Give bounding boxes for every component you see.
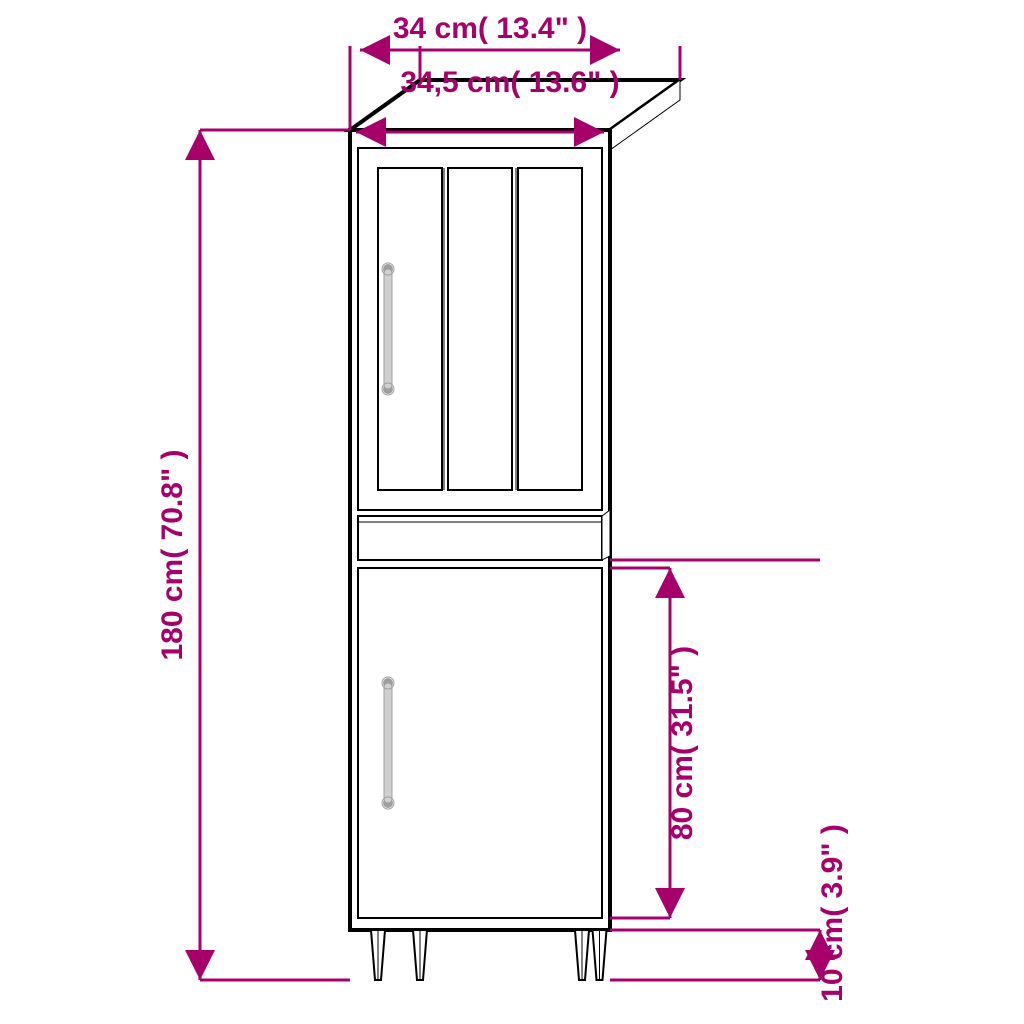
- dim-leg-label: 10 cm( 3.9" ): [816, 824, 849, 1002]
- dim-height-label: 180 cm( 70.8" ): [156, 449, 189, 660]
- dim-depth-label: 34 cm( 13.4" ): [393, 12, 587, 45]
- diagram-stage: 34 cm( 13.4" ) 34,5 cm( 13.6" ) 180 cm( 70…: [0, 0, 1024, 1024]
- cabinet-drawing: [350, 80, 680, 980]
- dim-lower-door-label: 80 cm( 31.5" ): [666, 646, 699, 840]
- dimension-drawing: 34 cm( 13.4" ) 34,5 cm( 13.6" ) 180 cm( 70…: [0, 0, 1024, 1024]
- dim-width-label: 34,5 cm( 13.6" ): [400, 66, 619, 99]
